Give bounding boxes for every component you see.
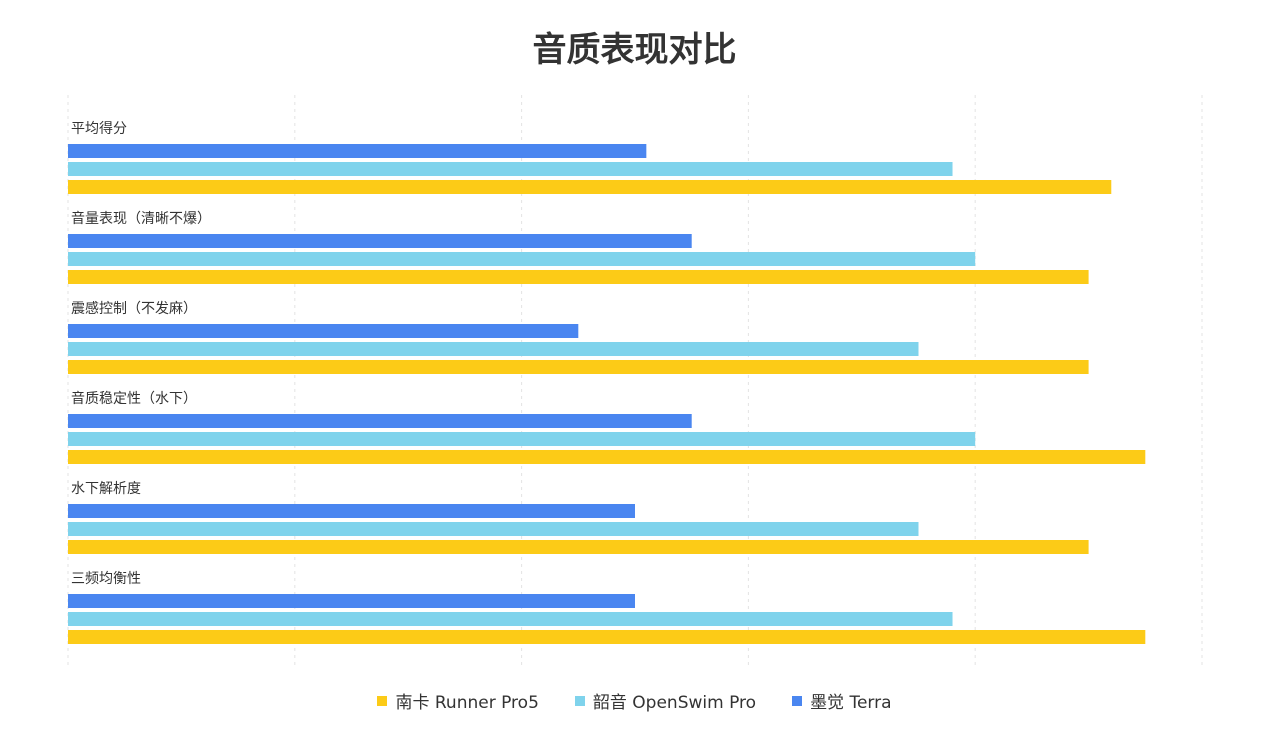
bar[interactable]: [68, 504, 635, 518]
bar[interactable]: [68, 414, 692, 428]
bar[interactable]: [68, 630, 1146, 644]
bar[interactable]: [68, 522, 919, 536]
bar[interactable]: [68, 450, 1146, 464]
bar[interactable]: [68, 162, 953, 176]
category-label: 平均得分: [71, 120, 127, 137]
bar[interactable]: [68, 594, 635, 608]
bar[interactable]: [68, 324, 579, 338]
chart-title: 音质表现对比: [532, 30, 737, 70]
bar[interactable]: [68, 432, 976, 446]
bar[interactable]: [68, 540, 1089, 554]
bar[interactable]: [68, 342, 919, 356]
category-label: 音质稳定性（水下）: [71, 390, 197, 407]
bar[interactable]: [68, 360, 1089, 374]
bar[interactable]: [68, 612, 953, 626]
legend-label-shokz: 韶音 OpenSwim Pro: [592, 693, 757, 713]
legend-swatch-mojue: [792, 695, 803, 706]
bar[interactable]: [68, 144, 647, 158]
legend-item-shokz[interactable]: 韶音 OpenSwim Pro: [574, 688, 757, 713]
legend-item-nanka[interactable]: 南卡 Runner Pro5: [377, 688, 539, 713]
legend: 南卡 Runner Pro5 韶音 OpenSwim Pro 墨觉 Terra: [0, 688, 1269, 713]
legend-label-mojue: 墨觉 Terra: [810, 693, 892, 713]
bar[interactable]: [68, 180, 1112, 194]
bar[interactable]: [68, 252, 976, 266]
category-label: 三频均衡性: [71, 571, 141, 587]
legend-swatch-nanka: [377, 695, 388, 706]
legend-swatch-shokz: [574, 695, 585, 706]
bar[interactable]: [68, 234, 692, 248]
category-label: 音量表现（清晰不爆）: [71, 210, 211, 227]
bar[interactable]: [68, 270, 1089, 284]
legend-item-mojue[interactable]: 墨觉 Terra: [792, 688, 892, 713]
category-label: 水下解析度: [71, 481, 141, 497]
category-label: 震感控制（不发麻）: [71, 300, 197, 317]
legend-label-nanka: 南卡 Runner Pro5: [395, 693, 539, 713]
